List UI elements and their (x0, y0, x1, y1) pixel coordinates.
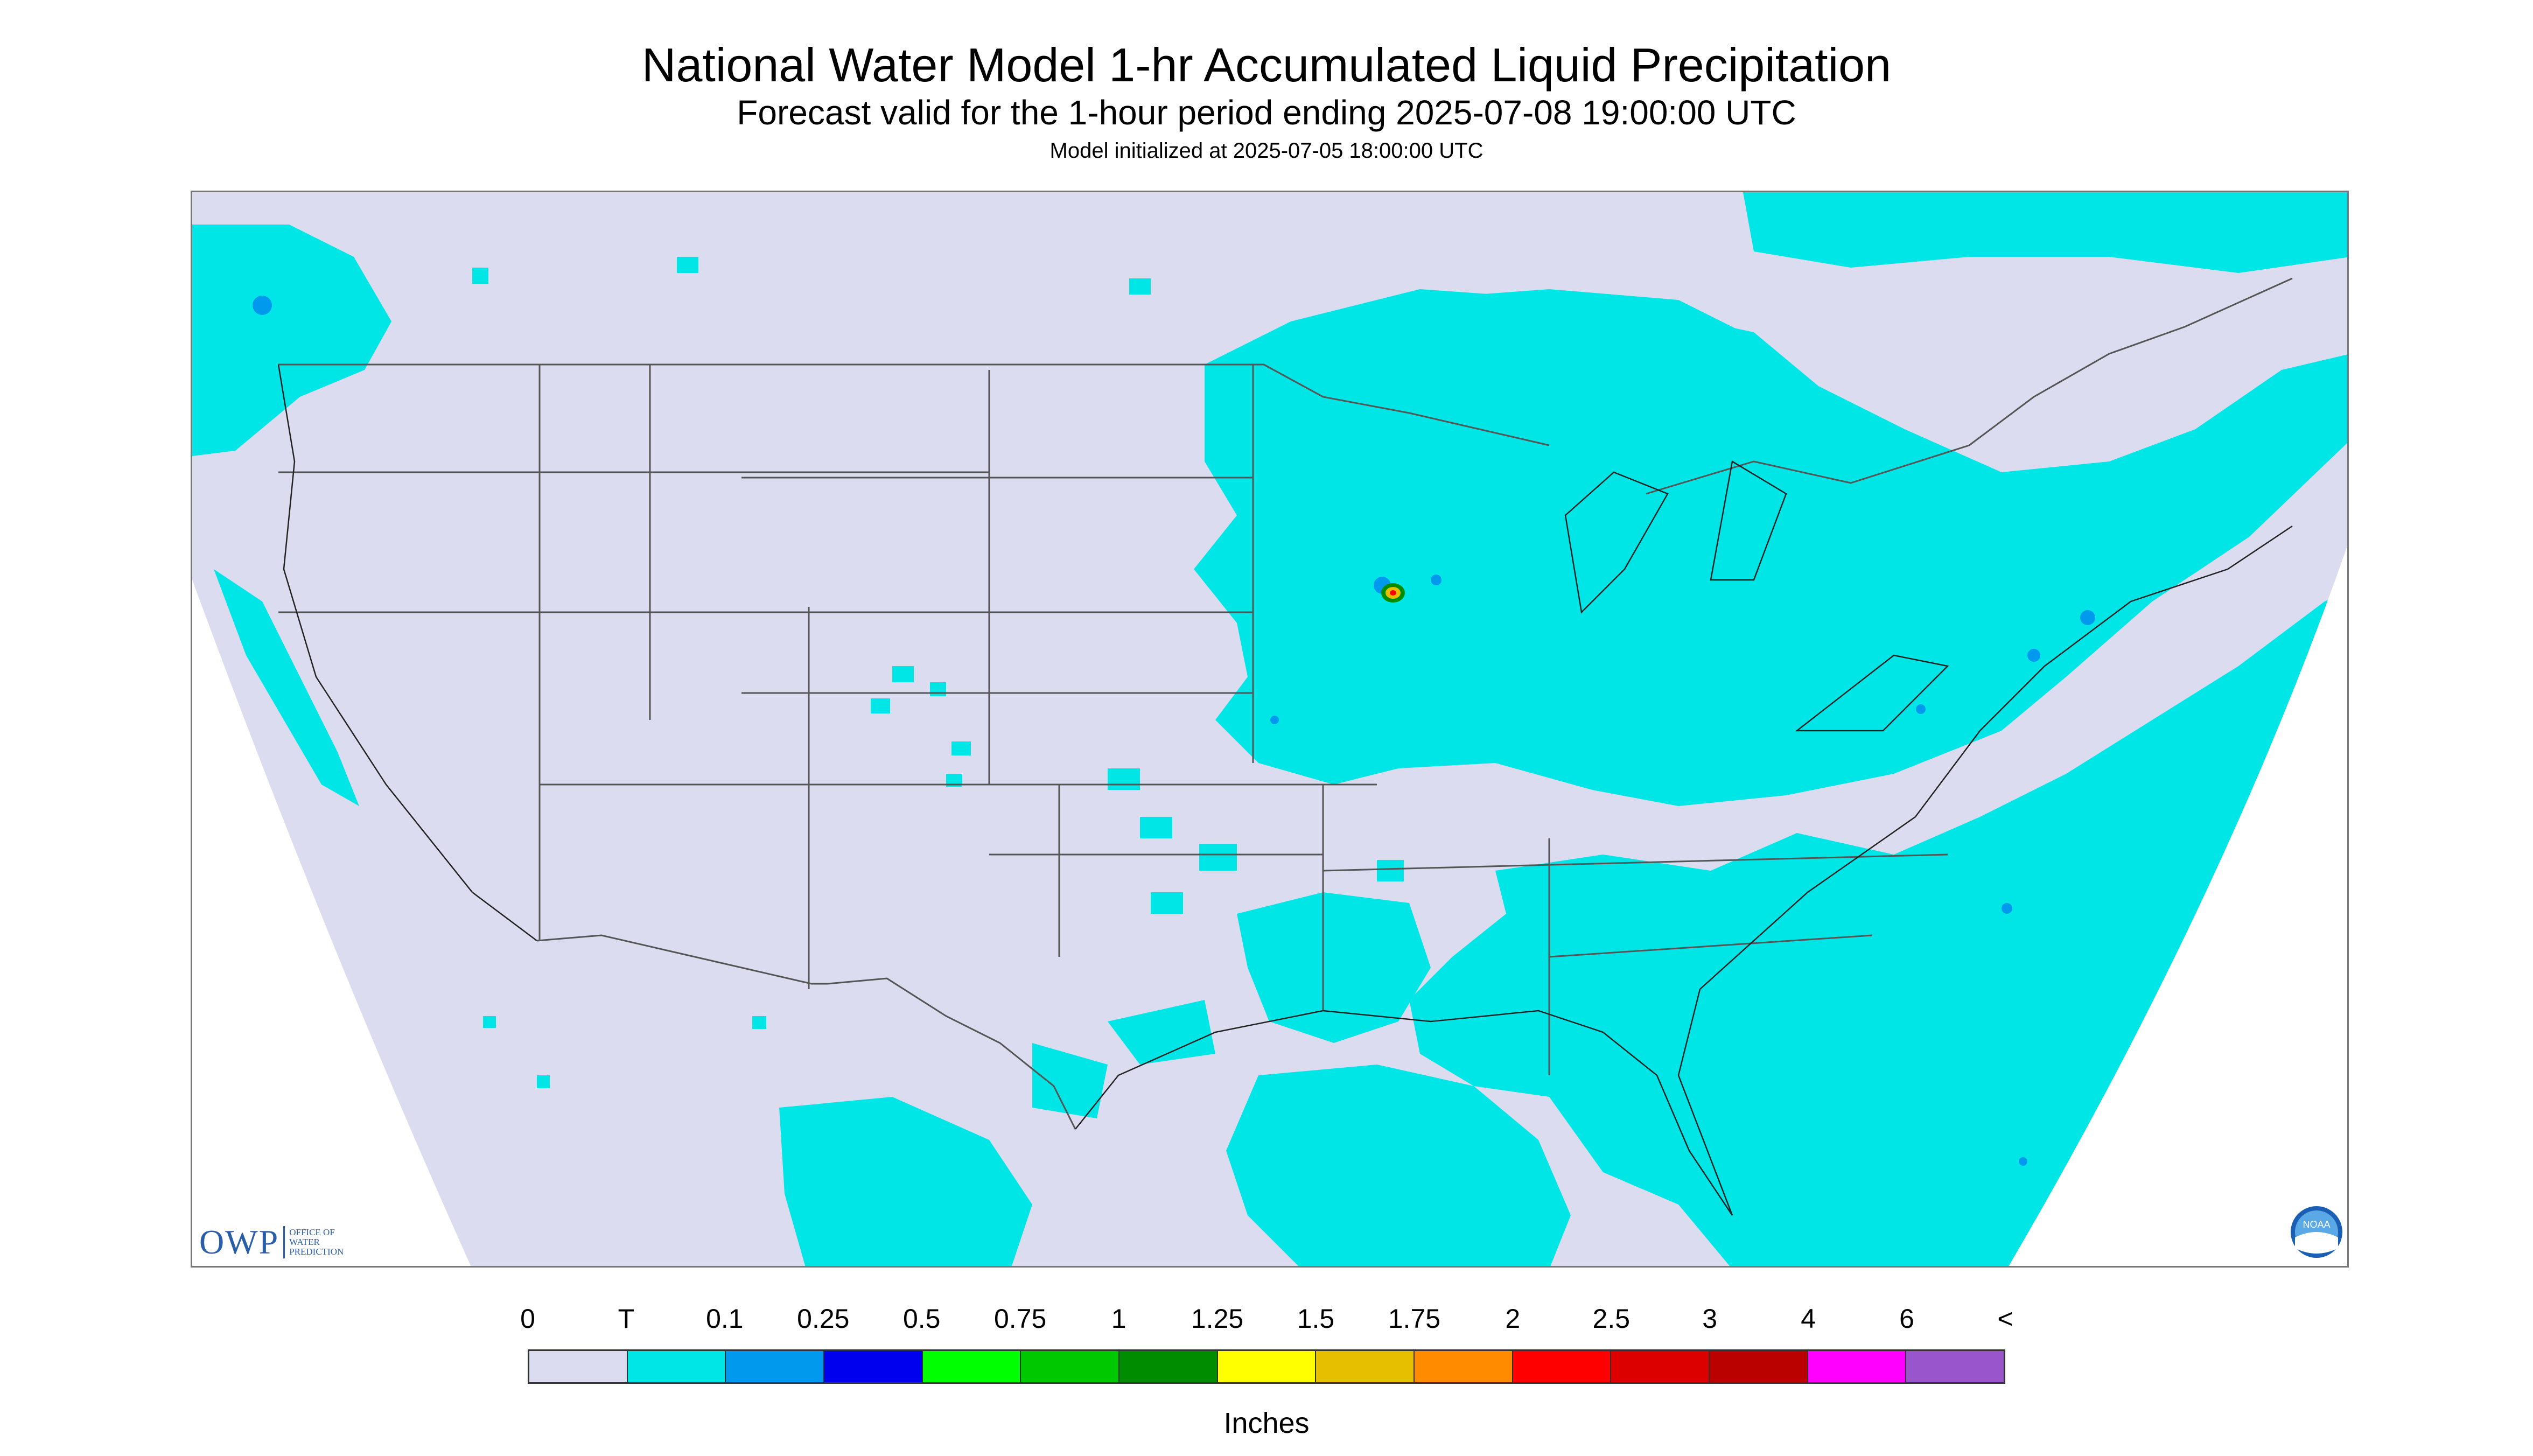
legend-swatch (1021, 1351, 1120, 1382)
map-subtitle: Forecast valid for the 1-hour period end… (737, 93, 1796, 132)
legend-tick-label: 1 (1111, 1304, 1126, 1334)
legend-swatch (627, 1351, 726, 1382)
legend-tick-label: 6 (1899, 1304, 1914, 1334)
legend-tick-label: 1.25 (1191, 1304, 1244, 1334)
noaa-logo: NOAA (2291, 1206, 2342, 1258)
trace-precip-areas (192, 192, 2347, 1266)
owp-logo-divider (283, 1226, 285, 1258)
state-boundaries (278, 277, 2293, 1130)
out-of-domain-area (192, 546, 2347, 1266)
legend-swatch (1316, 1351, 1415, 1382)
precipitation-map[interactable] (191, 191, 2349, 1268)
legend-swatch (1415, 1351, 1513, 1382)
legend-swatch (726, 1351, 825, 1382)
legend-tick-label: 0.1 (706, 1304, 744, 1334)
legend-swatch (529, 1351, 628, 1382)
legend-swatch (1906, 1351, 2004, 1382)
legend-swatch (1513, 1351, 1612, 1382)
legend-tick-label: 1.5 (1297, 1304, 1335, 1334)
legend-tick-label: 0 (520, 1304, 535, 1334)
legend-tick-label: T (618, 1304, 635, 1334)
map-title: National Water Model 1-hr Accumulated Li… (641, 38, 1892, 92)
owp-logo-abbr: OWP (199, 1223, 279, 1261)
legend-tick-label: 3 (1702, 1304, 1718, 1334)
legend-tick-label: 4 (1801, 1304, 1816, 1334)
owp-logo-line: OFFICE OF (289, 1227, 335, 1237)
legend-swatch (922, 1351, 1021, 1382)
noaa-logo-text: NOAA (2303, 1219, 2330, 1230)
legend-tick-label: 1.75 (1388, 1304, 1441, 1334)
coastline (277, 364, 2293, 1216)
legend-swatch (1808, 1351, 1907, 1382)
legend-swatch (1119, 1351, 1218, 1382)
legend-tick-label: 2 (1505, 1304, 1521, 1334)
legend-tick-label: 2.5 (1592, 1304, 1631, 1334)
owp-logo-line: WATER (289, 1237, 320, 1247)
legend-tick-label: 0.75 (993, 1304, 1047, 1334)
legend-swatch (1710, 1351, 1808, 1382)
legend-tick-label: < (1997, 1304, 2013, 1334)
legend-swatch (1217, 1351, 1317, 1382)
legend-tick-label: 0.5 (902, 1304, 941, 1334)
map-canvas (192, 192, 2347, 1266)
legend-tick-label: 0.25 (797, 1304, 850, 1334)
model-init-line: Model initialized at 2025-07-05 18:00:00… (1049, 139, 1484, 163)
legend-swatch (1611, 1351, 1710, 1382)
heavy-precip-cell (1381, 583, 1405, 603)
owp-logo-text: OFFICE OF WATER PREDICTION (289, 1228, 344, 1257)
owp-logo: OWP OFFICE OF WATER PREDICTION (199, 1223, 344, 1261)
legend-units: Inches (1223, 1407, 1310, 1439)
legend-swatch (824, 1351, 923, 1382)
owp-logo-line: PREDICTION (289, 1247, 344, 1257)
color-legend (528, 1349, 2005, 1384)
